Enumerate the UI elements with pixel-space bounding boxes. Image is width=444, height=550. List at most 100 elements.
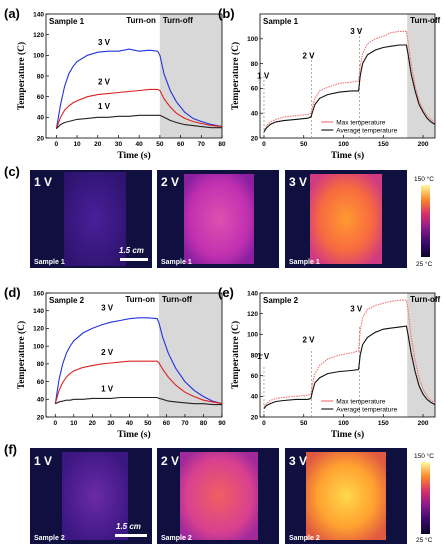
y-axis-label: Temperature (C) (16, 321, 27, 389)
x-tick-label: 200 (418, 141, 429, 148)
legend-entry: Average temperature (336, 406, 397, 413)
thermal-image-3v-sample-1: 3 V Sample 1 (285, 170, 407, 268)
step-label: 3 V (350, 305, 363, 314)
x-tick-label: 10 (73, 141, 81, 148)
x-tick-label: 30 (107, 420, 115, 427)
x-tick-label: 0 (53, 420, 57, 427)
thermal-row-sample-1: (c) 1 V Sample 1 1.5 cm 2 V Sample 1 3 V… (4, 164, 434, 268)
series-line-1-v (56, 114, 222, 130)
panel-label-d: (d) (4, 285, 21, 300)
y-tick-label: 60 (37, 379, 45, 386)
y-tick-label: 80 (251, 352, 259, 359)
x-axis-label: Time (s) (331, 429, 364, 440)
x-tick-label: 40 (126, 420, 134, 427)
x-tick-label: 100 (338, 141, 349, 148)
x-tick-label: 70 (198, 141, 206, 148)
x-tick-label: 70 (181, 420, 189, 427)
scale-bar-label: 1.5 cm (116, 522, 141, 531)
legend-entry: Max temperature (336, 119, 386, 126)
y-tick-label: 40 (37, 397, 45, 404)
thermal-image-2v-sample-1: 2 V Sample 1 (157, 170, 279, 268)
plot-frame (45, 292, 223, 418)
colorbar-sample-1: 150 °C 25 °C (414, 175, 434, 268)
x-tick-label: 90 (218, 420, 226, 427)
thermal-row-sample-2: (f) 1 V Sample 2 1.5 cm 2 V Sample 2 3 V… (4, 442, 434, 544)
y-tick-label: 20 (37, 414, 45, 421)
thermal-image-1v-sample-1: 1 V Sample 1 1.5 cm (30, 170, 152, 268)
x-tick-label: 20 (94, 141, 102, 148)
x-tick-label: 0 (55, 141, 59, 148)
turn-off-label: Turn-off (410, 16, 440, 25)
series-label: 3 V (101, 304, 114, 313)
chart-e: (e) 0 50 100 150 200 20 40 60 80 100 120 140 Time (s)… (218, 285, 441, 440)
turn-off-label: Turn-off (410, 295, 440, 304)
x-tick-label: 80 (200, 420, 208, 427)
x-tick-label: 30 (115, 141, 123, 148)
x-tick-label: 20 (89, 420, 97, 427)
x-tick-label: 50 (156, 141, 164, 148)
y-axis-label: Temperature (C) (230, 42, 241, 110)
y-tick-label: 60 (37, 94, 45, 101)
y-tick-label: 140 (33, 11, 44, 18)
step-label: 2 V (303, 336, 316, 345)
x-tick-label: 0 (262, 141, 266, 148)
x-tick-label: 100 (338, 420, 349, 427)
step-label: 1 V (257, 71, 270, 80)
thermal-sample-label: Sample 2 (161, 535, 192, 542)
y-tick-label: 140 (247, 290, 258, 297)
panel-label-a: (a) (4, 6, 20, 21)
y-tick-label: 40 (251, 394, 259, 401)
thermal-sample-label: Sample 2 (34, 535, 65, 542)
series-label: 2 V (101, 348, 114, 357)
x-tick-label: 60 (163, 420, 171, 427)
x-tick-label: 10 (70, 420, 78, 427)
chart-d: (d) 0 10 20 30 40 50 60 70 80 90 20 40 60 80 100 120 140 1… (4, 285, 226, 440)
thermal-sample-label: Sample 1 (289, 259, 320, 266)
plot-frame (259, 13, 436, 139)
turn-on-label: Turn-on (125, 295, 155, 304)
x-tick-label: 60 (177, 141, 185, 148)
x-tick-label: 50 (300, 420, 308, 427)
thermal-sample-label: Sample 2 (289, 535, 320, 542)
y-tick-label: 20 (251, 414, 259, 421)
thermal-voltage-label: 2 V (161, 175, 179, 189)
x-axis-label: Time (s) (117, 429, 150, 440)
series-line-max-temperature (263, 30, 436, 132)
y-axis-label: Temperature (C) (16, 42, 27, 110)
legend-entry: Max temperature (336, 398, 386, 405)
x-tick-label: 80 (218, 141, 226, 148)
panel-label-c: (c) (4, 164, 20, 179)
turn-on-label: Turn-on (126, 16, 156, 25)
y-axis-label: Temperature (C) (230, 321, 241, 389)
y-tick-label: 100 (247, 36, 258, 43)
thermal-voltage-label: 1 V (34, 175, 52, 189)
y-tick-label: 20 (251, 135, 259, 142)
y-tick-label: 100 (33, 343, 44, 350)
legend-entry: Average temperature (336, 127, 397, 134)
x-tick-label: 50 (144, 420, 152, 427)
turn-off-region (159, 293, 222, 417)
y-tick-label: 40 (37, 115, 45, 122)
thermal-voltage-label: 2 V (161, 454, 179, 468)
colorbar-bottom-label: 25 °C (416, 536, 433, 544)
series-line-average-temperature (263, 44, 436, 133)
step-label: 3 V (350, 27, 363, 36)
turn-off-label: Turn-off (163, 16, 193, 25)
chart-a: (a) 0 10 20 30 40 50 60 70 80 20 40 60 80 100 120 140 Tim… (4, 6, 226, 161)
x-tick-label: 50 (300, 141, 308, 148)
series-label: 1 V (101, 384, 114, 393)
step-label: 2 V (303, 52, 316, 61)
colorbar-top-label: 150 °C (414, 175, 434, 183)
panel-label-b: (b) (218, 6, 235, 21)
thermal-sample-label: Sample 1 (34, 259, 65, 266)
colorbar-sample-2: 150 °C 25 °C (414, 452, 434, 544)
charts-layer: (a)0 10 20 30 40 50 60 70 8020406080100120140Tim… (4, 6, 441, 440)
series-label: 3 V (98, 38, 111, 47)
thermal-voltage-label: 3 V (289, 454, 307, 468)
series-line-1-v (55, 396, 222, 406)
series-label: 2 V (98, 77, 111, 86)
step-label: 1 V (257, 352, 270, 361)
y-tick-label: 80 (37, 361, 45, 368)
series-line-average-temperature (263, 325, 436, 410)
